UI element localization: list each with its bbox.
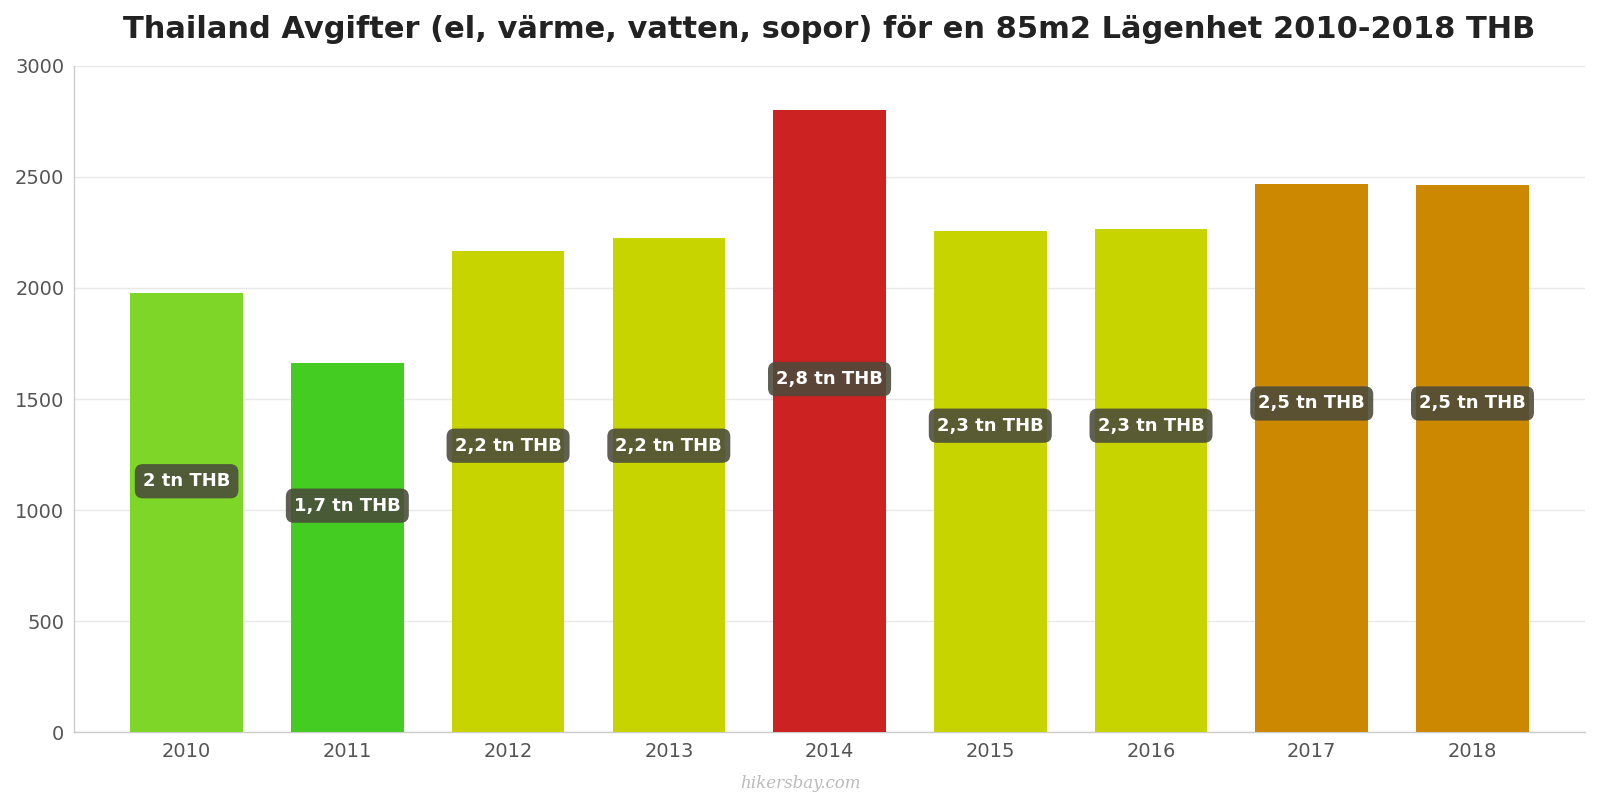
Text: 2,8 tn THB: 2,8 tn THB — [776, 370, 883, 388]
Bar — [130, 294, 243, 732]
Text: 2,3 tn THB: 2,3 tn THB — [1098, 417, 1205, 434]
Bar — [613, 238, 725, 732]
Bar — [1256, 183, 1368, 732]
Bar — [1416, 185, 1528, 732]
Text: 1,7 tn THB: 1,7 tn THB — [294, 497, 400, 514]
Bar — [773, 110, 886, 732]
Title: Thailand Avgifter (el, värme, vatten, sopor) för en 85m2 Lägenhet 2010-2018 THB: Thailand Avgifter (el, värme, vatten, so… — [123, 15, 1536, 44]
Text: 2,2 tn THB: 2,2 tn THB — [616, 437, 722, 454]
Text: 2,2 tn THB: 2,2 tn THB — [454, 437, 562, 454]
Bar — [934, 231, 1046, 732]
Text: 2,5 tn THB: 2,5 tn THB — [1419, 394, 1526, 413]
Bar — [451, 251, 565, 732]
Text: 2,3 tn THB: 2,3 tn THB — [938, 417, 1043, 434]
Text: 2,5 tn THB: 2,5 tn THB — [1258, 394, 1365, 413]
Text: 2 tn THB: 2 tn THB — [142, 472, 230, 490]
Text: hikersbay.com: hikersbay.com — [739, 775, 861, 792]
Bar — [1094, 229, 1208, 732]
Bar — [291, 363, 403, 732]
